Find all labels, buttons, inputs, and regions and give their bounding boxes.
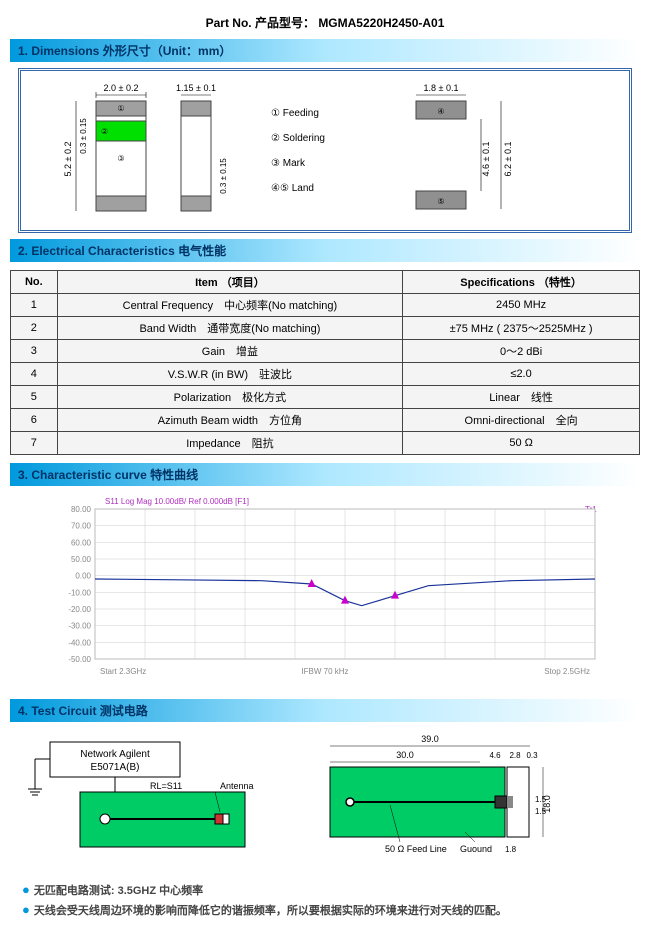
svg-text:6.2 ± 0.1: 6.2 ± 0.1 — [503, 142, 513, 177]
test-circuit-diagram: Network Agilent E5071A(B) RL=S11 Antenna… — [10, 722, 640, 872]
dim-label: 2.0 ± 0.2 — [104, 83, 139, 93]
svg-text:③ Mark: ③ Mark — [271, 158, 306, 169]
notes-section: ●无匹配电路测试: 3.5GHZ 中心频率 ●天线会受天线周边环境的影响而降低它… — [10, 872, 640, 928]
svg-text:70.00: 70.00 — [71, 522, 92, 531]
svg-text:-50.00: -50.00 — [68, 655, 91, 664]
col-no: No. — [11, 271, 58, 294]
table-header-row: No. Item （项目） Specifications （特性） — [11, 271, 640, 294]
svg-text:1.8 ± 0.1: 1.8 ± 0.1 — [424, 83, 459, 93]
svg-text:② Soldering: ② Soldering — [271, 133, 325, 144]
svg-text:-30.00: -30.00 — [68, 622, 91, 631]
part-no-value: MGMA5220H2450-A01 — [318, 16, 444, 30]
svg-text:4.6 ± 0.1: 4.6 ± 0.1 — [481, 142, 491, 177]
svg-text:E5071A(B): E5071A(B) — [91, 762, 140, 773]
svg-text:Start 2.3GHz: Start 2.3GHz — [100, 667, 146, 676]
col-item: Item （项目） — [57, 271, 403, 294]
col-spec: Specifications （特性） — [403, 271, 640, 294]
bullet-icon: ● — [22, 902, 30, 917]
svg-text:0.00: 0.00 — [75, 572, 91, 581]
table-row: 4V.S.W.R (in BW) 驻波比≤2.0 — [11, 363, 640, 386]
svg-text:0.3 ± 0.15: 0.3 ± 0.15 — [219, 158, 228, 194]
section-curve-header: 3. Characteristic curve 特性曲线 — [10, 463, 640, 486]
svg-text:Guound: Guound — [460, 844, 492, 854]
svg-text:0.3: 0.3 — [526, 751, 538, 760]
svg-text:Stop 2.5GHz: Stop 2.5GHz — [544, 667, 590, 676]
section-electrical-header: 2. Electrical Characteristics 电气性能 — [10, 239, 640, 262]
svg-text:50 Ω Feed Line: 50 Ω Feed Line — [385, 844, 447, 854]
svg-text:30.0: 30.0 — [396, 750, 414, 760]
svg-text:Antenna: Antenna — [220, 781, 254, 791]
bullet-icon: ● — [22, 882, 30, 897]
section-circuit-header: 4. Test Circuit 测试电路 — [10, 699, 640, 722]
part-no-label: Part No. 产品型号： — [206, 16, 315, 30]
svg-text:1.5: 1.5 — [535, 807, 547, 816]
svg-text:-20.00: -20.00 — [68, 605, 91, 614]
svg-text:1.15 ± 0.1: 1.15 ± 0.1 — [176, 83, 216, 93]
dimensions-drawing: 2.0 ± 0.2 ① ② ③ 5.2 ± 0.2 0.3 ± 0.15 1.1… — [18, 68, 632, 233]
svg-text:2.8: 2.8 — [509, 751, 521, 760]
svg-text:IFBW 70 kHz: IFBW 70 kHz — [301, 667, 348, 676]
note-line: ●无匹配电路测试: 3.5GHZ 中心频率 — [22, 882, 628, 898]
svg-text:RL=S11: RL=S11 — [150, 781, 182, 791]
svg-text:50.00: 50.00 — [71, 555, 92, 564]
svg-text:Network Agilent: Network Agilent — [80, 749, 150, 760]
svg-text:-10.00: -10.00 — [68, 588, 91, 597]
characteristic-chart: S11 Log Mag 10.00dB/ Ref 0.000dB [F1] Tr… — [10, 486, 640, 695]
table-row: 6Azimuth Beam width 方位角Omni-directional … — [11, 409, 640, 432]
svg-text:5.2 ± 0.2: 5.2 ± 0.2 — [63, 142, 73, 177]
svg-text:60.00: 60.00 — [71, 538, 92, 547]
svg-text:80.00: 80.00 — [71, 505, 92, 514]
svg-text:1.5: 1.5 — [535, 795, 547, 804]
svg-text:④: ④ — [437, 107, 444, 116]
svg-text:②: ② — [101, 127, 108, 136]
svg-text:S11 Log Mag 10.00dB/ Ref 0.000: S11 Log Mag 10.00dB/ Ref 0.000dB [F1] — [105, 497, 249, 506]
svg-text:③: ③ — [117, 154, 124, 163]
svg-text:⑤: ⑤ — [437, 197, 444, 206]
svg-text:④⑤ Land: ④⑤ Land — [271, 183, 314, 194]
svg-text:① Feeding: ① Feeding — [271, 108, 319, 119]
svg-text:4.6: 4.6 — [489, 751, 501, 760]
table-row: 5Polarization 极化方式Linear 线性 — [11, 386, 640, 409]
svg-text:①: ① — [117, 104, 124, 113]
table-row: 7Impedance 阻抗50 Ω — [11, 432, 640, 455]
svg-text:39.0: 39.0 — [421, 734, 439, 744]
spec-table: No. Item （项目） Specifications （特性） 1Centr… — [10, 270, 640, 455]
section-dimensions-header: 1. Dimensions 外形尺寸（Unit：mm） — [10, 39, 640, 62]
part-number-header: Part No. 产品型号： MGMA5220H2450-A01 — [10, 10, 640, 35]
svg-text:1.8: 1.8 — [505, 845, 517, 854]
note-line: ●天线会受天线周边环境的影响而降低它的谐振频率，所以要根据实际的环境来进行对天线… — [22, 902, 628, 918]
table-row: 1Central Frequency 中心频率(No matching)2450… — [11, 294, 640, 317]
svg-text:-40.00: -40.00 — [68, 638, 91, 647]
svg-text:0.3 ± 0.15: 0.3 ± 0.15 — [79, 118, 88, 154]
table-row: 2Band Width 通带宽度(No matching)±75 MHz ( 2… — [11, 317, 640, 340]
table-row: 3Gain 增益0～2 dBi — [11, 340, 640, 363]
